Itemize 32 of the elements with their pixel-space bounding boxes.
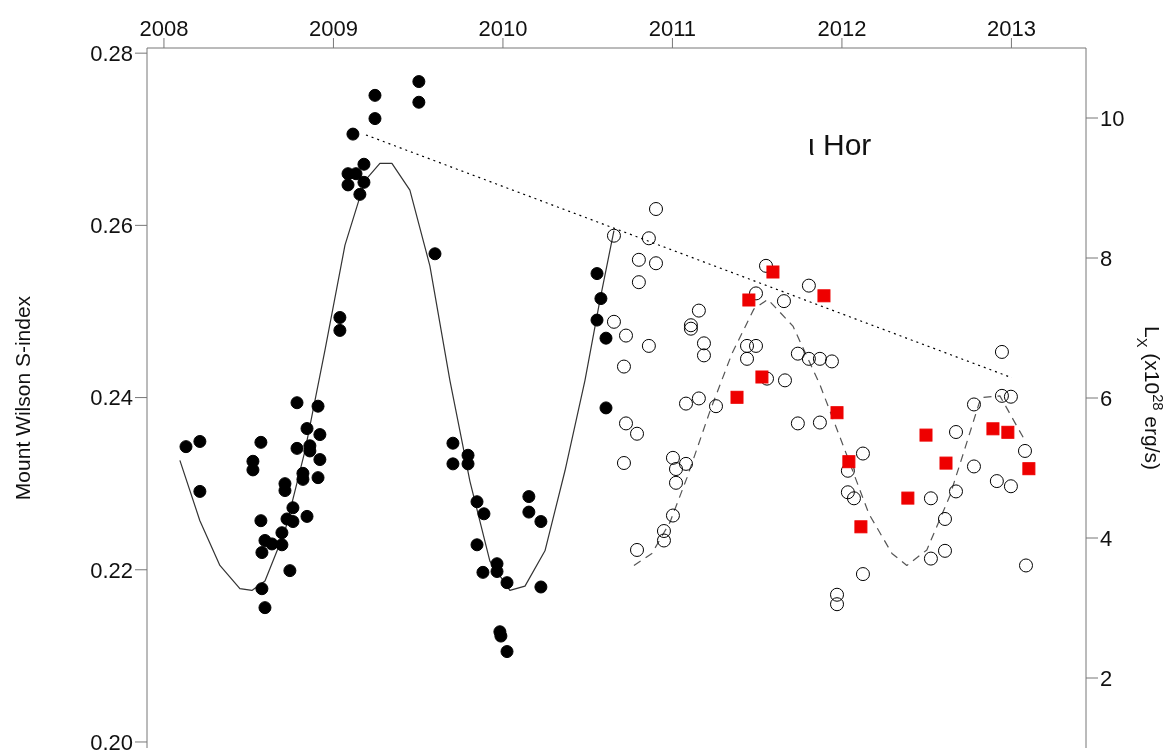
x-tick-label: 2013 [986,16,1036,41]
x-tick-label: 2012 [817,16,867,41]
point [1022,462,1036,476]
y-tick-label: 0.24 [90,385,133,411]
y-axis-title: Mount Wilson S-index [11,295,34,501]
y2-tick-label: 6 [1100,385,1113,411]
y-tick-label: 0.20 [90,729,133,752]
y-tick-label: 0.28 [90,40,133,66]
y2-tick-label: 2 [1100,665,1113,691]
point [755,370,769,384]
x-tick-label: 2010 [478,16,528,41]
point [854,520,868,534]
point [986,422,1000,436]
x-tick-label: 2011 [648,16,697,41]
point [766,265,780,279]
y2-tick-label: 10 [1100,105,1125,131]
point [817,289,831,303]
point [842,455,856,469]
y-tick-label: 0.26 [90,213,133,239]
point [742,293,756,307]
point [919,428,933,442]
y2-tick-label: 8 [1100,245,1113,271]
point [830,406,844,420]
point [1001,425,1015,439]
point [901,491,915,505]
y-tick-label: 0.22 [90,557,133,583]
point [730,390,744,404]
x-tick-label: 2008 [139,16,189,41]
x-tick-label: 2009 [308,16,358,41]
y2-tick-label: 4 [1100,525,1113,551]
point [939,456,953,470]
annotation: ι Hor [808,128,872,162]
